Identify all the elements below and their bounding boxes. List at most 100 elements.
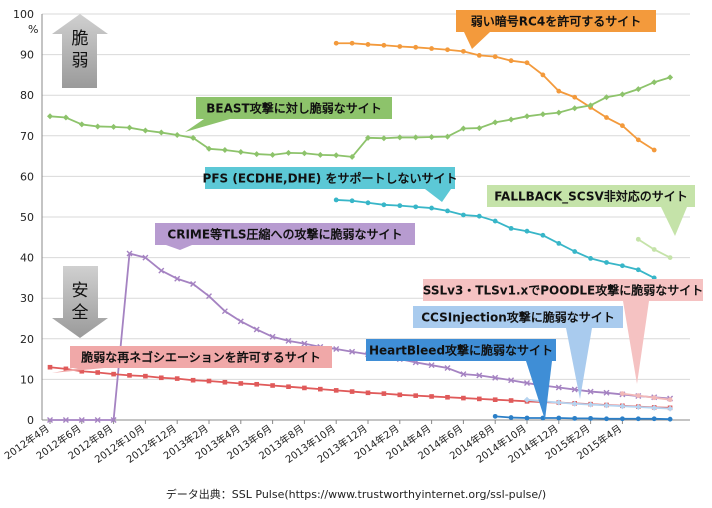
callout-box bbox=[70, 346, 332, 368]
callout-5: SSLv3・TLSv1.xでPOODLE攻撃に脆弱なサイト bbox=[423, 279, 703, 384]
data-point bbox=[301, 150, 308, 157]
data-point bbox=[540, 72, 546, 78]
data-point bbox=[555, 384, 562, 391]
data-point bbox=[587, 102, 594, 109]
callout-label: BEAST攻撃に対し脆弱なサイト bbox=[206, 101, 381, 116]
data-point bbox=[428, 362, 435, 369]
data-point bbox=[318, 386, 323, 392]
data-point bbox=[238, 381, 244, 386]
data-point bbox=[254, 381, 259, 387]
data-point bbox=[667, 416, 673, 422]
data-point bbox=[111, 371, 116, 377]
callout-label: HeartBleed攻撃に脆弱なサイト bbox=[369, 343, 553, 358]
data-point bbox=[524, 380, 530, 387]
data-point bbox=[253, 326, 260, 333]
vulnerable-label-2: 弱 bbox=[72, 51, 89, 71]
data-point bbox=[572, 94, 578, 100]
data-point bbox=[492, 119, 499, 126]
data-point bbox=[222, 379, 228, 385]
data-point bbox=[588, 256, 593, 261]
callout-pointer bbox=[52, 368, 104, 373]
data-point bbox=[47, 113, 53, 120]
data-point bbox=[429, 46, 434, 51]
data-point bbox=[635, 86, 642, 93]
data-point bbox=[476, 125, 483, 132]
data-point bbox=[333, 345, 340, 352]
data-point bbox=[429, 205, 434, 211]
callout-label: FALLBACK_SCSV非対応のサイト bbox=[494, 189, 688, 205]
data-point bbox=[143, 373, 148, 379]
data-point bbox=[540, 232, 546, 238]
data-point bbox=[237, 318, 244, 325]
data-point bbox=[524, 415, 530, 421]
callout-7: HeartBleed攻撃に脆弱なサイト bbox=[366, 339, 556, 420]
y-tick-label: 20 bbox=[20, 333, 34, 346]
callout-pointer bbox=[166, 245, 192, 250]
callout-label: 脆弱な再ネゴシエーションを許可するサイト bbox=[80, 350, 321, 365]
data-point bbox=[476, 213, 482, 219]
data-point bbox=[381, 42, 387, 48]
data-point bbox=[635, 404, 642, 411]
data-point bbox=[333, 197, 339, 203]
series-0 bbox=[333, 40, 657, 153]
data-point bbox=[412, 134, 419, 141]
data-point bbox=[174, 376, 180, 381]
data-point bbox=[651, 147, 657, 153]
data-point bbox=[445, 394, 450, 400]
y-tick-label: 40 bbox=[20, 252, 34, 265]
data-point bbox=[413, 204, 419, 210]
data-point bbox=[461, 395, 466, 401]
series-3 bbox=[635, 236, 673, 260]
data-point bbox=[158, 129, 165, 136]
data-point bbox=[397, 44, 403, 49]
data-point bbox=[174, 275, 181, 282]
safe-arrow: 安 全 bbox=[52, 266, 108, 338]
data-point bbox=[508, 377, 515, 384]
data-point bbox=[524, 113, 530, 120]
series-line bbox=[50, 252, 671, 421]
data-point bbox=[159, 375, 164, 381]
data-point bbox=[349, 40, 355, 46]
data-point bbox=[333, 152, 340, 159]
data-point bbox=[269, 333, 276, 340]
data-point bbox=[349, 348, 356, 355]
data-point bbox=[365, 42, 371, 47]
data-point bbox=[524, 60, 530, 66]
data-point bbox=[142, 254, 149, 261]
data-point bbox=[524, 396, 530, 403]
data-point bbox=[94, 417, 101, 423]
data-point bbox=[539, 111, 546, 118]
data-source: データ出典：SSL Pulse(https://www.trustworthyi… bbox=[166, 487, 546, 501]
data-point bbox=[620, 391, 625, 397]
data-point bbox=[365, 390, 371, 396]
callout-1: BEAST攻撃に対し脆弱なサイト bbox=[185, 97, 392, 132]
data-point bbox=[635, 236, 641, 242]
data-point bbox=[604, 260, 609, 265]
data-point bbox=[47, 364, 53, 370]
data-point bbox=[221, 147, 228, 154]
y-tick-label: 30 bbox=[20, 292, 34, 305]
data-point bbox=[508, 398, 514, 403]
data-point bbox=[206, 378, 212, 384]
data-point bbox=[492, 54, 498, 60]
data-point bbox=[635, 267, 641, 273]
data-point bbox=[190, 377, 196, 383]
data-point bbox=[508, 58, 514, 64]
series-4 bbox=[47, 250, 674, 423]
data-point bbox=[461, 212, 466, 218]
data-point bbox=[667, 405, 674, 412]
series-line bbox=[622, 392, 671, 401]
callout-2: PFS (ECDHE,DHE) をサポートしないサイト bbox=[203, 167, 458, 202]
data-point bbox=[461, 48, 466, 54]
data-point bbox=[620, 123, 625, 129]
data-point bbox=[333, 40, 339, 46]
callout-pointer bbox=[464, 32, 490, 49]
data-point bbox=[667, 255, 673, 260]
data-point bbox=[477, 396, 482, 402]
y-tick-label: 10 bbox=[20, 373, 34, 386]
data-point bbox=[603, 402, 610, 409]
data-point bbox=[62, 114, 69, 121]
data-point bbox=[126, 250, 133, 257]
callout-label: PFS (ECDHE,DHE) をサポートしないサイト bbox=[203, 171, 458, 186]
series-line bbox=[49, 76, 671, 158]
